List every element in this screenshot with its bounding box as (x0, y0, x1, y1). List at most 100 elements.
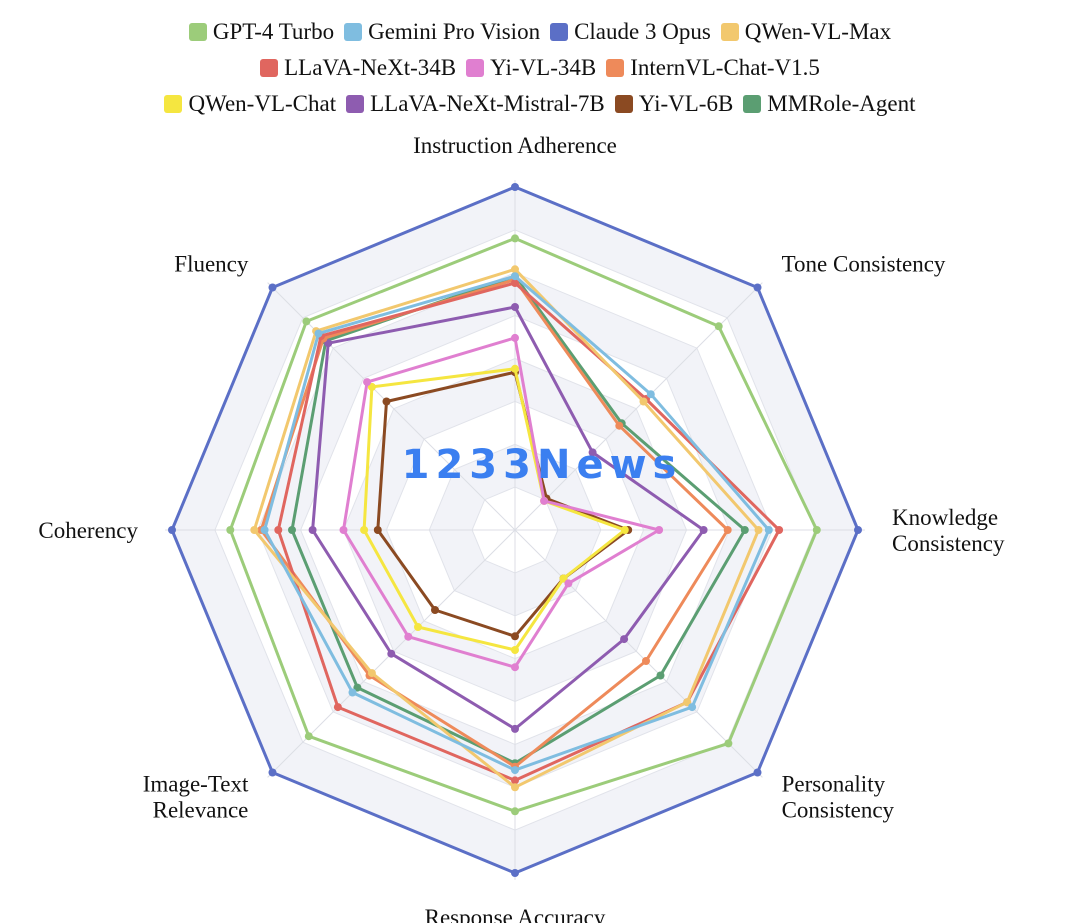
legend-label: InternVL-Chat-V1.5 (630, 55, 820, 80)
legend-label: Gemini Pro Vision (368, 19, 541, 44)
data-point-internvl-chat-v1-5-knowledge-consistency (723, 526, 732, 534)
legend-swatch (466, 59, 485, 77)
data-point-claude-3-opus-tone-consistency (753, 283, 762, 292)
axis-label-image-text-relevance: Relevance (153, 798, 249, 823)
series-yi-vl-34b (339, 333, 664, 672)
data-point-gemini-pro-vision-knowledge-consistency (764, 526, 773, 534)
data-point-qwen-vl-max-personality-consistency (683, 698, 692, 707)
data-point-llava-next-34b-response-accuracy (511, 776, 519, 785)
data-point-llava-next-34b-knowledge-consistency (775, 526, 784, 534)
legend-item-gemini-pro-vision: Gemini Pro Vision (344, 19, 540, 45)
axis-spoke-personality-consistency (514, 529, 763, 778)
legend-swatch (344, 23, 363, 41)
data-point-yi-vl-6b-coherency (373, 526, 382, 534)
legend-swatch (743, 95, 762, 113)
data-point-claude-3-opus-fluency (268, 283, 277, 292)
watermark-text: 1233News (402, 442, 683, 488)
data-point-claude-3-opus-personality-consistency (753, 768, 762, 777)
axis-label-personality-consistency: Personality (782, 772, 886, 797)
axis-label-image-text-relevance: Image-Text (143, 772, 249, 797)
series-gemini-pro-vision (260, 272, 773, 775)
data-point-gpt-4-turbo-response-accuracy (511, 807, 519, 816)
axis-label-knowledge-consistency: Consistency (892, 531, 1005, 556)
data-point-gpt-4-turbo-image-text-relevance (304, 732, 313, 741)
data-point-yi-vl-6b-image-text-relevance (431, 606, 439, 614)
data-point-yi-vl-34b-image-text-relevance (404, 632, 413, 641)
data-point-llava-next-mistral-7b-instruction-adherence (511, 303, 519, 311)
legend-item-llava-next-34b: LLaVA-NeXt-34B (260, 55, 456, 81)
data-point-gpt-4-turbo-tone-consistency (714, 322, 723, 331)
data-point-gemini-pro-vision-instruction-adherence (511, 272, 519, 281)
data-point-llava-next-mistral-7b-image-text-relevance (387, 649, 396, 658)
data-point-qwen-vl-chat-personality-consistency (559, 574, 568, 583)
data-point-llava-next-34b-image-text-relevance (333, 703, 342, 712)
legend-swatch (606, 59, 625, 77)
legend-label: Yi-VL-34B (490, 55, 597, 80)
legend-label: MMRole-Agent (767, 91, 916, 116)
data-point-gemini-pro-vision-fluency (314, 329, 323, 338)
legend-swatch (346, 95, 365, 113)
data-point-qwen-vl-chat-image-text-relevance (414, 623, 422, 631)
data-point-gpt-4-turbo-fluency (302, 317, 311, 326)
data-point-qwen-vl-max-tone-consistency (639, 397, 648, 406)
legend-item-yi-vl-34b: Yi-VL-34B (466, 55, 596, 81)
legend-swatch (164, 95, 183, 113)
data-point-claude-3-opus-instruction-adherence (511, 183, 519, 191)
data-point-yi-vl-34b-fluency (363, 378, 372, 387)
data-point-llava-next-mistral-7b-knowledge-consistency (699, 526, 708, 534)
axis-label-fluency: Fluency (174, 251, 249, 276)
data-point-qwen-vl-chat-knowledge-consistency (620, 526, 629, 534)
data-point-qwen-vl-chat-coherency (360, 526, 369, 534)
data-point-yi-vl-34b-knowledge-consistency (655, 526, 664, 534)
data-point-yi-vl-34b-personality-consistency (564, 579, 573, 588)
data-point-llava-next-34b-instruction-adherence (511, 279, 519, 287)
legend-row: GPT-4 Turbo Gemini Pro Vision Claude 3 Opu… (0, 14, 1080, 50)
chart-legend: GPT-4 Turbo Gemini Pro Vision Claude 3 Opu… (0, 14, 1080, 122)
axis-label-knowledge-consistency: Knowledge (892, 505, 998, 530)
legend-swatch (614, 95, 633, 113)
data-point-yi-vl-34b-coherency (339, 526, 348, 534)
data-point-claude-3-opus-knowledge-consistency (854, 526, 862, 534)
legend-item-llava-next-mistral-7b: LLaVA-NeXt-Mistral-7B (346, 91, 605, 117)
data-point-llava-next-mistral-7b-personality-consistency (620, 635, 629, 644)
legend-item-gpt-4-turbo: GPT-4 Turbo (188, 19, 335, 45)
data-point-gemini-pro-vision-personality-consistency (688, 703, 697, 712)
legend-swatch (720, 23, 739, 41)
data-point-gpt-4-turbo-personality-consistency (724, 739, 733, 748)
data-point-llava-next-mistral-7b-tone-consistency (588, 448, 597, 457)
data-point-qwen-vl-chat-response-accuracy (511, 646, 519, 654)
axis-labels: Instruction Adherence Tone Consistency Kno… (38, 133, 1005, 923)
data-point-gpt-4-turbo-instruction-adherence (511, 234, 519, 243)
data-point-qwen-vl-max-image-text-relevance (367, 669, 376, 678)
data-point-llava-next-mistral-7b-response-accuracy (511, 724, 519, 733)
data-point-gemini-pro-vision-response-accuracy (511, 766, 519, 775)
series-gpt-4-turbo (226, 234, 821, 816)
legend-swatch (188, 23, 207, 41)
axis-label-coherency: Coherency (38, 518, 138, 543)
data-point-qwen-vl-chat-instruction-adherence (511, 364, 519, 373)
data-point-claude-3-opus-response-accuracy (511, 869, 519, 877)
legend-row: LLaVA-NeXt-34B Yi-VL-34B InternVL-Chat-V1.… (0, 50, 1080, 86)
legend-item-mmrole-agent: MMRole-Agent (743, 91, 916, 117)
data-point-llava-next-34b-coherency (274, 526, 283, 534)
data-point-gemini-pro-vision-image-text-relevance (348, 688, 357, 697)
data-point-internvl-chat-v1-5-tone-consistency (615, 421, 624, 430)
data-point-mmrole-agent-image-text-relevance (353, 683, 362, 692)
series-qwen-vl-max (250, 265, 763, 792)
data-point-llava-next-mistral-7b-coherency (308, 526, 317, 534)
legend-row: QWen-VL-Chat LLaVA-NeXt-Mistral-7B Yi-VL-6… (0, 86, 1080, 122)
legend-label: GPT-4 Turbo (212, 19, 335, 44)
data-point-gpt-4-turbo-knowledge-consistency (812, 526, 821, 534)
legend-swatch (260, 59, 279, 77)
data-point-mmrole-agent-personality-consistency (656, 671, 665, 680)
data-point-yi-vl-34b-tone-consistency (540, 496, 549, 505)
data-point-claude-3-opus-coherency (168, 526, 176, 534)
data-point-yi-vl-34b-response-accuracy (511, 663, 519, 672)
legend-label: LLaVA-NeXt-34B (284, 55, 457, 80)
legend-item-qwen-vl-max: QWen-VL-Max (720, 19, 891, 45)
data-point-qwen-vl-max-knowledge-consistency (754, 526, 763, 534)
legend-label: Claude 3 Opus (574, 19, 711, 44)
legend-swatch (550, 23, 569, 41)
data-point-gemini-pro-vision-coherency (260, 526, 269, 534)
